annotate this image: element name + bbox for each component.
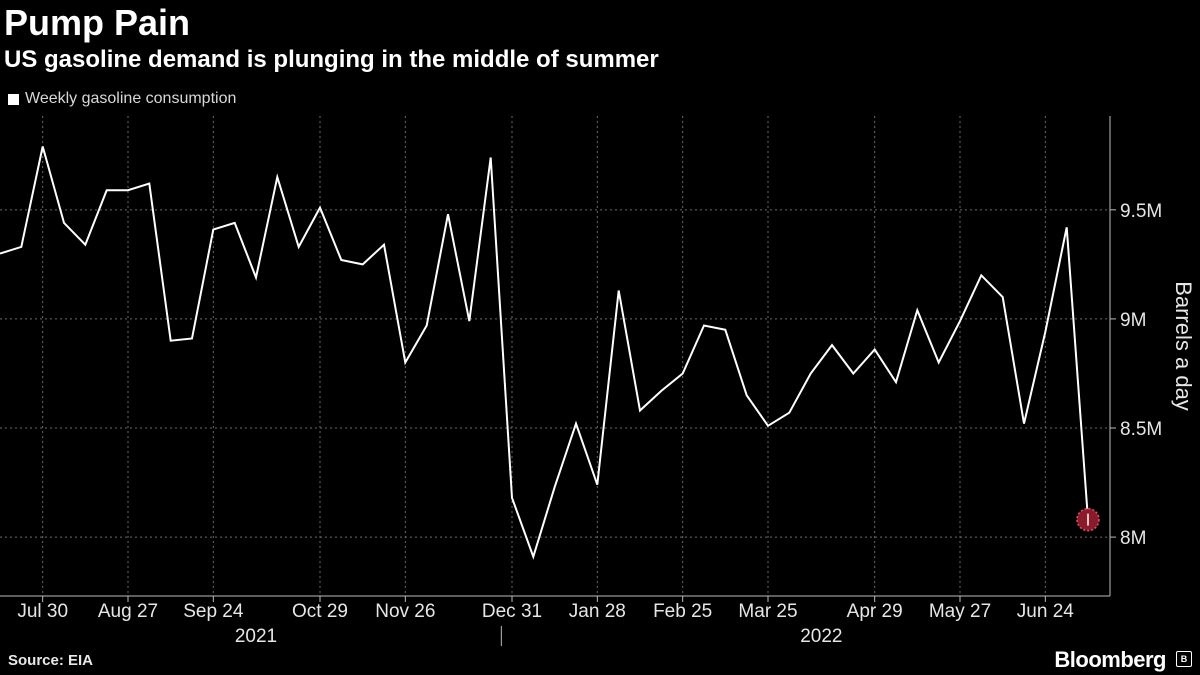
marker-layer: [1076, 507, 1100, 532]
year-label: 2021: [235, 626, 277, 647]
x-tick-label: Apr 29: [847, 601, 903, 622]
y-tick-label: 8.5M: [1120, 419, 1162, 440]
horizontal-gridlines: [0, 209, 1110, 538]
y-axis-ticks: 8M 8.5M 9M 9.5M: [1110, 201, 1162, 549]
x-tick-label: Sep 24: [183, 601, 244, 622]
x-tick-label: Nov 26: [375, 601, 435, 622]
series-layer: [0, 146, 1089, 560]
brand-logo: Bloomberg: [1054, 647, 1166, 672]
vertical-gridlines: [42, 116, 1046, 596]
legend-swatch: [8, 93, 19, 105]
x-tick-label: Jan 28: [569, 601, 626, 622]
legend: Weekly gasoline consumption: [8, 90, 236, 108]
x-tick-label: Aug 27: [98, 601, 158, 622]
axes: [0, 116, 1111, 597]
x-tick-label: Oct 29: [292, 601, 348, 622]
chart-title: Pump Pain: [4, 2, 191, 43]
y-tick-label: 8M: [1120, 528, 1146, 549]
x-tick-label: Jun 24: [1017, 601, 1074, 622]
year-label: 2022: [800, 626, 842, 647]
y-axis-label: Barrels a day: [1171, 281, 1196, 411]
source-note: Source: EIA: [8, 652, 94, 669]
x-tick-label: May 27: [929, 601, 991, 622]
chart-subtitle: US gasoline demand is plunging in the mi…: [4, 46, 659, 73]
x-tick-label: Mar 25: [738, 601, 797, 622]
x-tick-label: Feb 25: [653, 601, 712, 622]
bloomberg-terminal-icon: B: [1176, 651, 1192, 667]
y-tick-label: 9M: [1120, 310, 1146, 331]
y-tick-label: 9.5M: [1120, 201, 1162, 222]
x-tick-label: Jul 30: [17, 601, 68, 622]
series-line: [0, 146, 1089, 560]
x-tick-label: Dec 31: [482, 601, 542, 622]
x-axis-ticks: Jul 30 Aug 27 Sep 24 Oct 29 Nov 26 Dec 31 Jan …: [17, 596, 1074, 647]
legend-label: Weekly gasoline consumption: [25, 90, 237, 107]
